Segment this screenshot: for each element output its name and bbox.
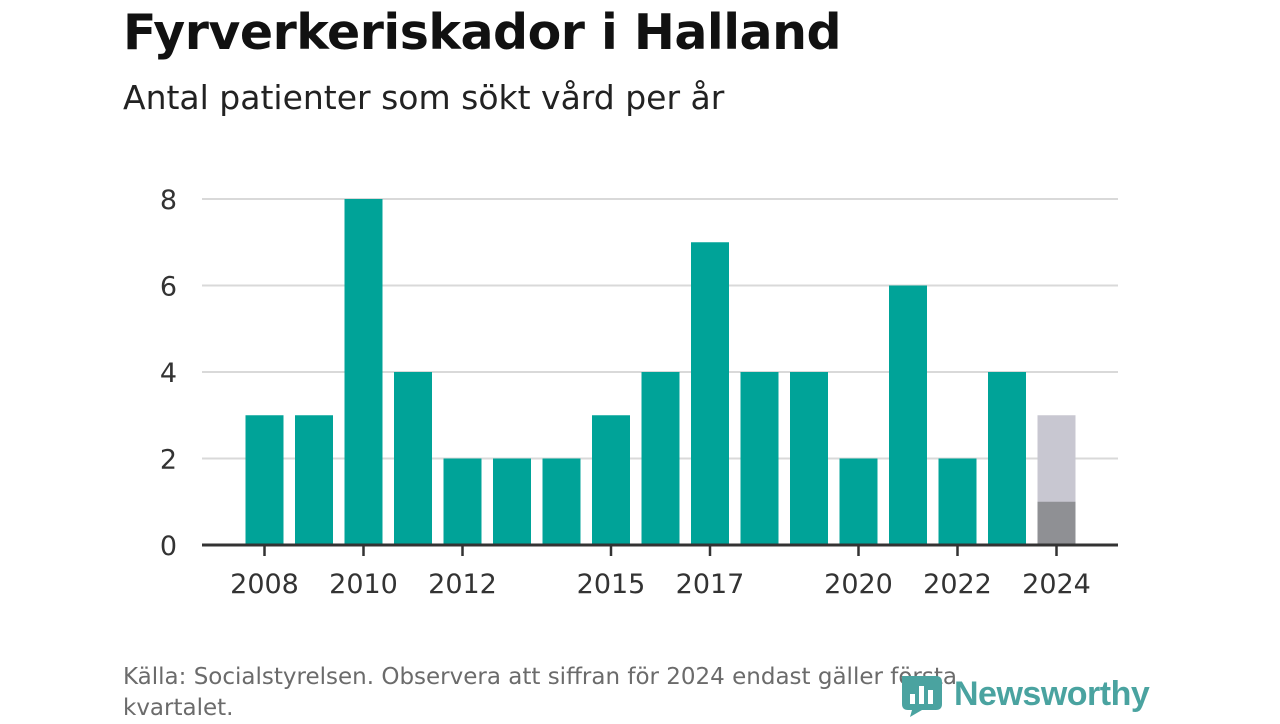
bar — [839, 458, 878, 545]
bar — [988, 372, 1026, 545]
y-tick-label: 2 — [160, 445, 177, 476]
x-tick-label: 2015 — [577, 569, 646, 600]
x-tick-label: 2017 — [676, 569, 745, 600]
bar — [889, 285, 927, 545]
y-tick-label: 6 — [160, 272, 177, 303]
y-tick-label: 0 — [160, 531, 177, 562]
chart-title: Fyrverkeriskador i Halland — [123, 4, 842, 61]
x-tick-label: 2012 — [428, 569, 497, 600]
bar-2024-partial — [1037, 501, 1076, 545]
source-note: Källa: Socialstyrelsen. Observera att si… — [123, 664, 957, 721]
bar — [443, 458, 482, 545]
bar — [691, 242, 729, 545]
x-tick-label: 2008 — [230, 569, 299, 600]
chart-subtitle: Antal patienter som sökt vård per år — [123, 78, 725, 117]
x-tick-label: 2010 — [329, 569, 398, 600]
bar — [790, 372, 828, 545]
brand-logo: Newsworthy — [900, 670, 1150, 718]
bar — [592, 415, 630, 545]
x-tick-label: 2020 — [824, 569, 893, 600]
bar — [245, 415, 284, 545]
bar-chart: 0 2 4 6 8 2008 2010 2012 2015 2017 2020 2022 2024 — [160, 185, 1118, 600]
bar — [740, 372, 779, 545]
brand-name: Newsworthy — [954, 674, 1150, 713]
y-tick-label: 4 — [160, 358, 177, 389]
x-tick-label: 2022 — [923, 569, 992, 600]
bar — [295, 415, 333, 545]
bar — [493, 458, 531, 545]
bar — [938, 458, 977, 545]
bar — [641, 372, 680, 545]
bar-chart-logo-icon — [902, 676, 942, 717]
y-tick-label: 8 — [160, 185, 177, 216]
bar — [344, 199, 383, 545]
x-tick-label: 2024 — [1022, 569, 1091, 600]
bar — [542, 458, 581, 545]
bar — [394, 372, 432, 545]
